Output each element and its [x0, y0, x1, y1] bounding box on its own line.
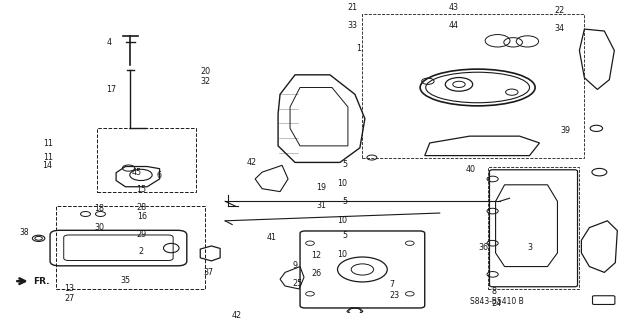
Text: 42: 42: [246, 158, 256, 167]
Text: 42: 42: [232, 311, 242, 320]
Text: 22: 22: [554, 6, 564, 15]
Text: 10: 10: [338, 179, 348, 188]
Text: 21: 21: [348, 3, 358, 12]
Text: 3: 3: [528, 243, 533, 252]
Text: S843-B5410 B: S843-B5410 B: [470, 297, 524, 306]
Text: 40: 40: [465, 165, 475, 174]
Text: 6: 6: [156, 171, 161, 180]
Text: 41: 41: [267, 233, 277, 242]
Text: 27: 27: [64, 294, 74, 303]
Text: 35: 35: [120, 276, 130, 285]
Text: 25: 25: [293, 279, 303, 288]
Text: 13: 13: [64, 284, 74, 293]
Text: 12: 12: [312, 251, 321, 260]
Text: 26: 26: [312, 269, 321, 278]
Text: 30: 30: [94, 223, 104, 232]
Text: 11: 11: [44, 139, 54, 148]
Text: 37: 37: [204, 268, 214, 277]
Text: 19: 19: [316, 183, 326, 192]
Text: 7: 7: [389, 280, 394, 289]
Text: 32: 32: [201, 77, 211, 86]
Text: 10: 10: [338, 250, 348, 259]
Text: 28: 28: [136, 203, 147, 212]
Text: 39: 39: [560, 126, 570, 135]
Text: 38: 38: [19, 228, 29, 237]
Text: 18: 18: [94, 204, 104, 213]
Text: 1: 1: [356, 44, 361, 53]
Text: 11: 11: [44, 153, 54, 162]
Text: 5: 5: [343, 231, 348, 240]
Text: 33: 33: [348, 21, 358, 30]
Text: 17: 17: [107, 85, 117, 94]
Text: 36: 36: [478, 243, 488, 252]
Text: 16: 16: [137, 212, 147, 221]
Text: 20: 20: [201, 68, 211, 76]
Text: 44: 44: [449, 21, 459, 30]
Text: 29: 29: [136, 230, 147, 239]
Text: 8: 8: [492, 287, 497, 296]
Text: FR.: FR.: [33, 277, 49, 286]
Text: 9: 9: [293, 261, 298, 270]
Text: 5: 5: [343, 197, 348, 206]
Text: 31: 31: [316, 201, 326, 210]
Text: 4: 4: [107, 38, 112, 47]
Text: 2: 2: [139, 247, 144, 256]
Text: 43: 43: [449, 3, 459, 12]
Text: 5: 5: [343, 160, 348, 169]
Text: 45: 45: [131, 168, 141, 177]
Text: 14: 14: [42, 161, 52, 170]
Text: 15: 15: [136, 185, 147, 194]
Text: 10: 10: [338, 216, 348, 225]
Text: 23: 23: [389, 291, 399, 300]
Text: 34: 34: [554, 24, 564, 33]
Text: 24: 24: [492, 299, 502, 308]
